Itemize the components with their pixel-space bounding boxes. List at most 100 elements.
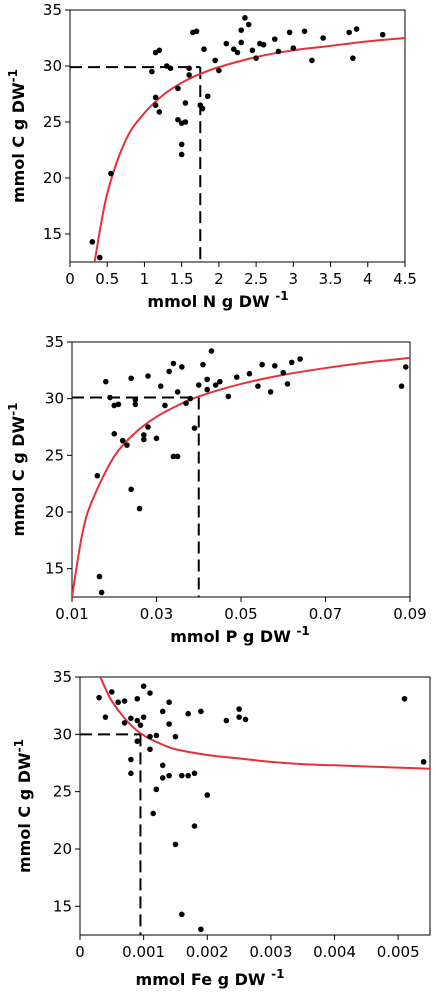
data-point [178, 151, 185, 158]
data-point [297, 356, 303, 362]
plot-frame [79, 676, 431, 936]
data-point [253, 55, 259, 61]
data-point [191, 425, 198, 431]
data-point [170, 453, 177, 460]
data-point [109, 689, 115, 695]
data-point [140, 683, 147, 689]
data-point [309, 57, 315, 64]
data-point [132, 401, 139, 408]
data-point [402, 364, 409, 370]
data-point [259, 361, 265, 368]
x-tick-label: 4 [363, 270, 373, 288]
data-point [115, 401, 122, 408]
x-axis-title: mmol Fe g DW -1 [136, 967, 285, 989]
data-point [147, 746, 153, 753]
data-point [185, 772, 191, 779]
data-point [175, 85, 181, 92]
data-point [246, 370, 253, 377]
y-tick-label: 20 [43, 169, 62, 187]
data-point [150, 810, 156, 817]
x-axis-title-text: mmol Fe g DW [136, 970, 272, 989]
y-tick-label: 25 [43, 113, 62, 131]
data-point [195, 382, 202, 388]
data-point [115, 699, 121, 706]
data-point [238, 27, 245, 33]
plot-frame [71, 341, 411, 598]
data-point [238, 39, 245, 46]
data-point [147, 733, 153, 740]
data-point [103, 378, 109, 385]
x-tick-label: 0.003 [249, 943, 292, 961]
y-tick-label: 15 [43, 225, 62, 243]
data-point [172, 841, 179, 848]
data-point [187, 395, 194, 402]
data-point [145, 373, 151, 379]
x-axis-title: mmol N g DW -1 [147, 289, 288, 311]
y-tick-label: 35 [45, 333, 64, 351]
data-point [156, 109, 163, 115]
data-point [255, 383, 261, 390]
data-point [134, 738, 141, 745]
data-point [236, 706, 242, 712]
data-point [94, 472, 101, 479]
x-tick-label: 1 [140, 270, 150, 288]
data-point [166, 772, 172, 779]
y-tick-label: 20 [53, 840, 72, 858]
x-tick-label: 0.005 [377, 943, 420, 961]
data-point [201, 46, 207, 52]
data-point [96, 694, 102, 701]
data-point [216, 67, 222, 74]
data-point [193, 28, 200, 35]
data-point [132, 397, 139, 403]
data-point [153, 732, 160, 739]
data-point [223, 40, 230, 47]
x-axis-title-exponent: -1 [275, 289, 288, 303]
data-point [98, 589, 105, 596]
data-point [191, 823, 198, 829]
x-tick-label: 0.09 [393, 605, 426, 623]
y-axis-title-exponent: -1 [6, 403, 20, 416]
x-tick-label: 2 [214, 270, 224, 288]
data-point [179, 911, 185, 918]
y-tick-label: 30 [45, 390, 64, 408]
data-point [225, 393, 232, 400]
data-point [140, 714, 147, 720]
data-point [275, 48, 282, 55]
data-point [245, 21, 252, 28]
data-point [204, 376, 210, 383]
data-point [301, 28, 308, 35]
data-point [128, 486, 134, 493]
data-point [111, 402, 118, 409]
data-point [121, 698, 128, 704]
data-point [153, 435, 160, 442]
data-point [156, 47, 163, 54]
x-tick-label: 0.004 [313, 943, 356, 961]
data-point [159, 775, 166, 781]
x-tick-label: 0.05 [224, 605, 257, 623]
data-point [260, 41, 267, 48]
data-point [96, 254, 103, 261]
y-tick-label: 30 [43, 57, 62, 75]
data-point [284, 381, 291, 387]
data-point [167, 65, 174, 72]
x-axis-title-text: mmol P g DW [170, 627, 296, 646]
data-point [379, 31, 386, 38]
data-point [111, 431, 118, 437]
chart-panel-1: 0 0.5 1 1.5 2 2.5 3 3.5 4 4.5 15 20 25 30 35 mmol N g D… [6, 1, 417, 311]
x-tick-label: 0.01 [55, 605, 88, 623]
data-point [141, 432, 147, 438]
data-point [186, 72, 192, 78]
data-point [186, 65, 192, 72]
data-point [162, 402, 168, 409]
data-point [212, 382, 219, 388]
y-tick-label: 20 [45, 503, 64, 521]
data-point [102, 714, 109, 720]
data-point [230, 46, 237, 52]
data-point [200, 361, 206, 368]
x-tick-label: 0.07 [309, 605, 342, 623]
x-tick-label: 3 [289, 270, 299, 288]
data-point [320, 35, 326, 41]
data-point [149, 68, 155, 75]
data-point [398, 383, 405, 390]
